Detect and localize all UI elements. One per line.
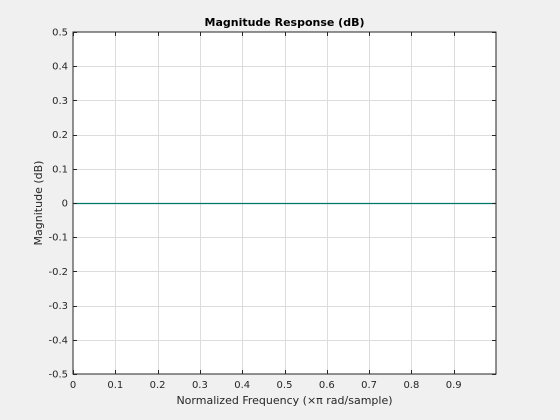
x-tick-label: 0.9 (446, 380, 462, 391)
y-tick-label: -0.3 (48, 301, 68, 312)
x-tick-label: 0.1 (107, 380, 123, 391)
y-tick-label: 0.3 (52, 96, 68, 107)
x-tick-label: 0.2 (150, 380, 166, 391)
x-tick-label: 0.6 (319, 380, 335, 391)
y-tick-label: 0 (62, 199, 68, 210)
x-axis-label: Normalized Frequency (×π rad/sample) (176, 394, 392, 407)
y-tick-label: 0.5 (52, 28, 68, 39)
y-tick-label: -0.5 (48, 370, 68, 381)
x-tick-label: 0.8 (403, 380, 419, 391)
chart-title: Magnitude Response (dB) (205, 16, 365, 29)
y-tick-label: -0.1 (48, 233, 68, 244)
y-tick-labels: -0.5 -0.4 -0.3 -0.2 -0.1 0 0.1 0.2 0.3 0.4 0.5 (48, 28, 68, 381)
x-tick-label: 0.7 (361, 380, 377, 391)
y-tick-label: -0.4 (48, 335, 68, 346)
y-tick-label: -0.2 (48, 267, 68, 278)
x-tick-label: 0.5 (277, 380, 293, 391)
y-axis-label: Magnitude (dB) (32, 161, 45, 246)
x-tick-label: 0.3 (192, 380, 208, 391)
x-tick-labels: 0 0.1 0.2 0.3 0.4 0.5 0.6 0.7 0.8 0.9 (70, 380, 462, 391)
x-tick-label: 0.4 (234, 380, 250, 391)
y-tick-label: 0.2 (52, 130, 68, 141)
x-tick-label: 0 (70, 380, 76, 391)
tick-marks (73, 32, 496, 375)
y-tick-label: 0.4 (52, 62, 68, 73)
y-tick-label: 0.1 (52, 164, 68, 175)
